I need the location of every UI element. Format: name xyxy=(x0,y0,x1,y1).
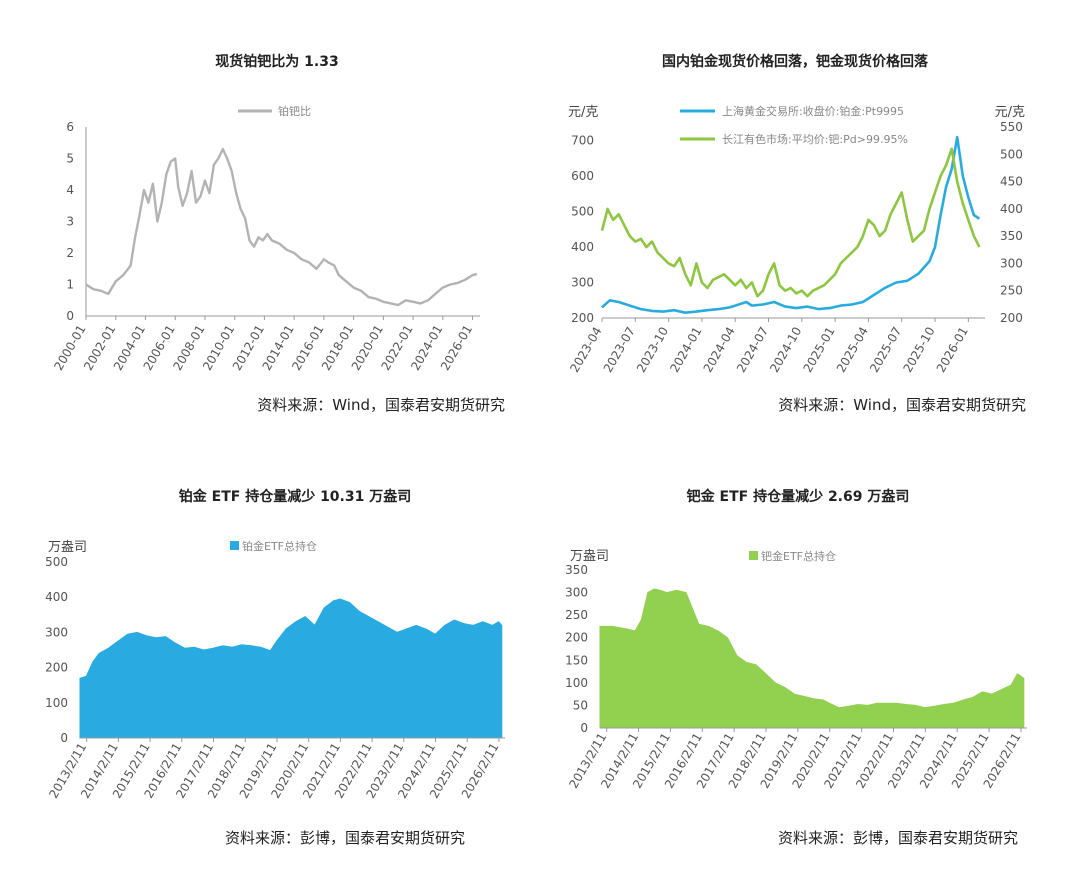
chart-pd-etf-holdings: 钯金 ETF 持仓量减少 2.69 万盎司 万盎司 钯金ETF总持仓 0 50 10… xyxy=(565,488,1027,847)
legend-swatch xyxy=(230,541,239,550)
chart-pt-etf-holdings: 铂金 ETF 持仓量减少 10.31 万盎司 万盎司 铂金ETF总持仓 0 100… xyxy=(45,488,505,847)
chart-domestic-spot-prices: 国内铂金现货价格回落，钯金现货价格回落 元/克 元/克 上海黄金交易所:收盘价:… xyxy=(567,53,1026,414)
source-note: 资料来源：Wind，国泰君安期货研究 xyxy=(257,396,505,414)
axis-unit: 万盎司 xyxy=(48,540,87,555)
y-tick-label: 3 xyxy=(66,215,74,229)
y-tick-label: 400 xyxy=(45,590,68,604)
series-line-pt-pd-ratio xyxy=(85,147,478,307)
legend-swatch xyxy=(749,551,758,560)
y-tick-label: 250 xyxy=(1000,284,1023,298)
y-tick-label: 150 xyxy=(565,653,588,667)
y-tick-label: 0 xyxy=(60,731,68,745)
x-tick-label: 2025-01 xyxy=(801,325,838,375)
legend: 钯金ETF总持仓 xyxy=(749,549,836,563)
y-tick-label: 500 xyxy=(1000,147,1023,161)
series-line-platinum xyxy=(601,135,981,314)
series-area xyxy=(599,588,1025,729)
legend-label-pd: 长江有色市场:平均价:钯:Pd>99.95% xyxy=(722,132,908,146)
y-tick-label: 200 xyxy=(45,661,68,675)
y-tick-label: 1 xyxy=(66,278,74,292)
left-axis-unit: 元/克 xyxy=(568,105,598,120)
x-tick-label: 2023-04 xyxy=(567,325,604,375)
series-area xyxy=(79,598,503,739)
y-tick-label: 50 xyxy=(573,698,588,712)
y-tick-label: 500 xyxy=(571,205,594,219)
y-tick-label: 450 xyxy=(1000,175,1023,189)
y-tick-label: 350 xyxy=(1000,229,1023,243)
source-note: 资料来源：彭博，国泰君安期货研究 xyxy=(225,829,465,847)
y-tick-label: 4 xyxy=(66,183,74,197)
legend-label: 钯金ETF总持仓 xyxy=(761,549,836,563)
y-tick-label: 6 xyxy=(66,120,74,134)
source-note: 资料来源：彭博，国泰君安期货研究 xyxy=(778,829,1018,847)
y-tick-label: 5 xyxy=(66,152,74,166)
y-tick-label: 400 xyxy=(571,240,594,254)
chart-title: 铂金 ETF 持仓量减少 10.31 万盎司 xyxy=(179,488,411,505)
y-tick-label: 2 xyxy=(66,246,74,260)
y-tick-label: 400 xyxy=(1000,202,1023,216)
x-tick-label: 2024-04 xyxy=(701,325,738,375)
x-tick-label: 2023-07 xyxy=(601,325,638,375)
chart-title: 钯金 ETF 持仓量减少 2.69 万盎司 xyxy=(686,488,910,505)
x-tick-label: 2023-10 xyxy=(634,325,671,375)
y-tick-label: 300 xyxy=(45,625,68,639)
legend-label-pt: 上海黄金交易所:收盘价:铂金:Pt9995 xyxy=(722,104,904,118)
x-tick-label: 2025-07 xyxy=(867,325,904,375)
y-tick-label: 300 xyxy=(1000,256,1023,270)
axis-unit: 万盎司 xyxy=(570,549,609,564)
y-tick-label: 550 xyxy=(1000,120,1023,134)
legend-label: 铂钯比 xyxy=(278,104,311,118)
y-tick-label: 200 xyxy=(1000,311,1023,325)
y-tick-label: 300 xyxy=(565,586,588,600)
legend: 铂金ETF总持仓 xyxy=(230,539,317,553)
y-tick-label: 600 xyxy=(571,169,594,183)
y-tick-label: 500 xyxy=(45,555,68,569)
y-tick-label: 0 xyxy=(66,309,74,323)
y-tick-label: 100 xyxy=(45,696,68,710)
y-tick-label: 200 xyxy=(571,311,594,325)
x-tick-label: 2025-04 xyxy=(834,325,871,375)
chart-title: 现货铂钯比为 1.33 xyxy=(215,53,338,70)
legend: 上海黄金交易所:收盘价:铂金:Pt9995 长江有色市场:平均价:钯:Pd>99… xyxy=(680,104,908,146)
legend: 铂钯比 xyxy=(238,104,311,118)
y-tick-label: 100 xyxy=(565,676,588,690)
y-tick-label: 0 xyxy=(580,721,588,735)
source-note: 资料来源：Wind，国泰君安期货研究 xyxy=(778,396,1026,414)
series-line-palladium xyxy=(600,147,981,298)
chart-title: 国内铂金现货价格回落，钯金现货价格回落 xyxy=(662,53,929,70)
y-tick-label: 350 xyxy=(565,563,588,577)
y-tick-label: 700 xyxy=(571,134,594,148)
x-tick-label: 2024-07 xyxy=(734,325,771,375)
x-tick-label: 2026-01 xyxy=(934,325,971,375)
x-tick-label: 2024-10 xyxy=(767,325,804,375)
x-tick-label: 2024-01 xyxy=(667,325,704,375)
y-tick-label: 200 xyxy=(565,631,588,645)
x-tick-label: 2025-10 xyxy=(900,325,937,375)
right-axis-unit: 元/克 xyxy=(995,105,1025,120)
y-tick-label: 250 xyxy=(565,608,588,622)
y-tick-label: 300 xyxy=(571,276,594,290)
legend-label: 铂金ETF总持仓 xyxy=(242,539,317,553)
